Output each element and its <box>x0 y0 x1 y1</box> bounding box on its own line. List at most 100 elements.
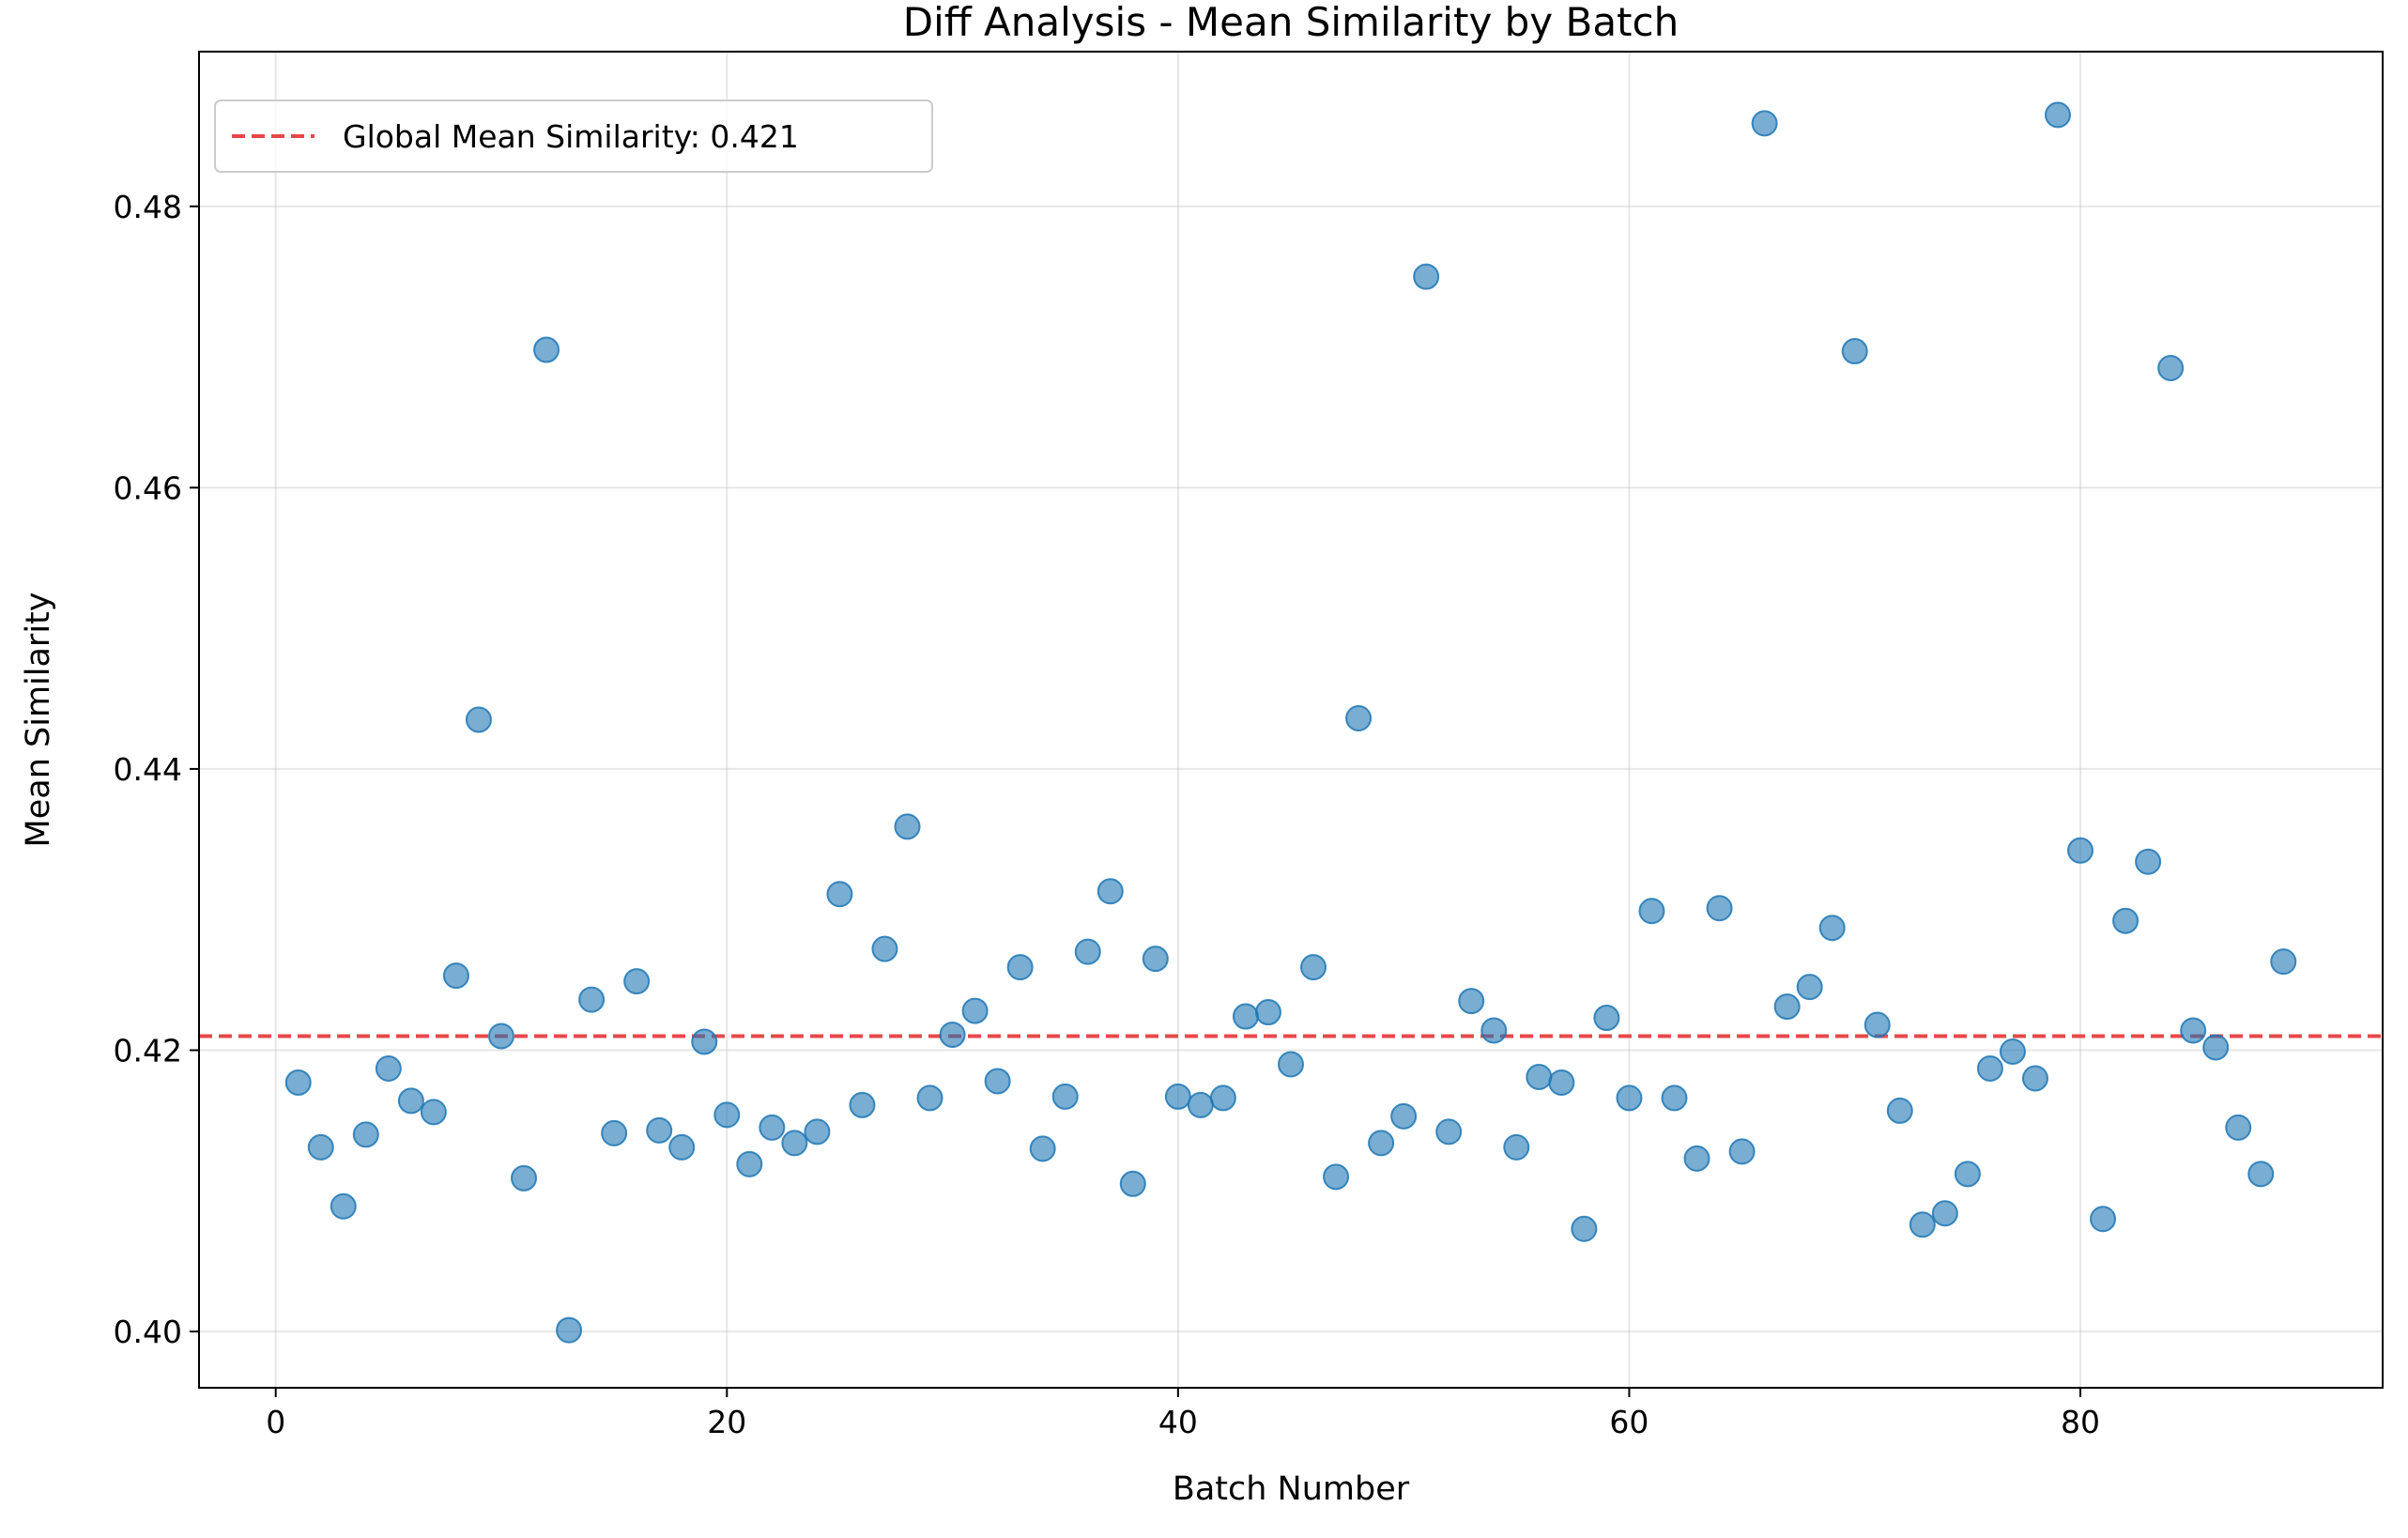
data-point <box>2021 1065 2048 1092</box>
y-tick-label: 0.44 <box>114 751 182 788</box>
data-point <box>2044 101 2071 129</box>
data-point <box>691 1028 718 1055</box>
data-point <box>601 1119 628 1146</box>
data-point <box>1841 338 1868 365</box>
data-point <box>849 1091 876 1118</box>
data-point <box>1931 1200 1958 1227</box>
data-point <box>804 1118 831 1146</box>
data-point <box>2202 1034 2230 1061</box>
data-point <box>352 1121 379 1148</box>
data-point <box>307 1133 334 1161</box>
data-point <box>330 1192 357 1220</box>
y-axis-ticks: 0.40 0.42 0.44 0.46 0.48 <box>114 189 199 1350</box>
data-point <box>894 813 921 840</box>
data-point <box>1638 898 1665 925</box>
data-point <box>375 1054 402 1082</box>
data-point <box>1526 1063 1553 1090</box>
data-point <box>2090 1206 2117 1233</box>
data-point <box>668 1133 696 1161</box>
data-point <box>1458 988 1485 1015</box>
y-tick-label: 0.46 <box>114 469 182 506</box>
data-point <box>871 935 898 962</box>
data-point <box>1368 1130 1395 1157</box>
data-point <box>1278 1051 1304 1078</box>
data-point <box>1773 993 1801 1021</box>
data-point <box>1074 938 1101 965</box>
data-point <box>759 1114 786 1141</box>
data-point <box>916 1084 943 1112</box>
data-point <box>1661 1084 1688 1112</box>
data-point <box>1187 1091 1214 1118</box>
data-point <box>1818 915 1846 942</box>
data-point <box>442 962 469 990</box>
data-point <box>984 1068 1011 1095</box>
y-tick-label: 0.48 <box>114 189 182 225</box>
data-point <box>465 706 492 733</box>
data-point <box>2247 1161 2275 1188</box>
data-point <box>826 881 853 908</box>
data-point <box>781 1130 808 1157</box>
data-point <box>2067 837 2094 864</box>
data-point <box>623 968 651 995</box>
data-point <box>1909 1211 1936 1238</box>
data-point <box>1999 1038 2026 1066</box>
data-point <box>1390 1102 1418 1130</box>
data-point <box>1209 1084 1236 1112</box>
data-point <box>397 1087 424 1115</box>
data-point <box>1323 1163 1350 1191</box>
data-point <box>1164 1083 1191 1110</box>
data-point <box>556 1316 583 1344</box>
x-tick-label: 20 <box>707 1404 746 1440</box>
data-point <box>1232 1003 1259 1030</box>
data-point <box>2135 848 2162 875</box>
x-tick-label: 0 <box>266 1404 285 1440</box>
y-tick-label: 0.40 <box>114 1314 182 1350</box>
data-point <box>1886 1097 1913 1124</box>
data-point <box>1976 1054 2003 1082</box>
x-tick-label: 40 <box>1158 1404 1198 1440</box>
data-point <box>713 1101 741 1129</box>
data-point <box>284 1069 312 1096</box>
data-point <box>578 986 606 1013</box>
plot-area-frame <box>198 51 2384 1389</box>
x-axis-ticks: 0 20 40 60 80 <box>266 1388 2100 1440</box>
data-point <box>1097 878 1124 905</box>
data-point <box>1728 1138 1756 1165</box>
x-tick-label: 80 <box>2061 1404 2100 1440</box>
data-point <box>1548 1069 1575 1096</box>
data-point <box>1029 1135 1056 1162</box>
data-point <box>1480 1017 1508 1044</box>
data-point <box>961 997 989 1024</box>
chart-title: Diff Analysis - Mean Similarity by Batch <box>903 0 1679 45</box>
data-point <box>736 1150 763 1177</box>
data-point <box>1435 1118 1463 1146</box>
data-point <box>1006 954 1034 981</box>
data-point <box>1300 954 1327 981</box>
data-point <box>1413 263 1440 290</box>
data-point <box>646 1116 673 1144</box>
data-point <box>1954 1161 1981 1188</box>
data-point <box>1571 1215 1598 1242</box>
data-point <box>533 336 560 363</box>
data-point <box>2112 907 2140 934</box>
legend: Global Mean Similarity: 0.421 <box>214 100 933 173</box>
data-point <box>511 1164 538 1192</box>
y-axis-label: Mean Similarity <box>20 592 57 848</box>
data-point <box>2270 948 2297 976</box>
data-point <box>1503 1133 1530 1161</box>
data-points <box>284 101 2297 1344</box>
data-point <box>1683 1145 1710 1172</box>
data-point <box>1593 1005 1620 1032</box>
y-tick-label: 0.42 <box>114 1033 182 1069</box>
x-axis-label: Batch Number <box>1173 1470 1410 1508</box>
data-point <box>1254 999 1281 1026</box>
x-tick-label: 60 <box>1609 1404 1649 1440</box>
data-point <box>2180 1017 2207 1044</box>
data-point <box>1345 705 1373 732</box>
data-point <box>1864 1011 1891 1038</box>
data-point <box>1616 1084 1643 1112</box>
data-point <box>1706 895 1733 922</box>
data-point <box>1142 946 1169 973</box>
